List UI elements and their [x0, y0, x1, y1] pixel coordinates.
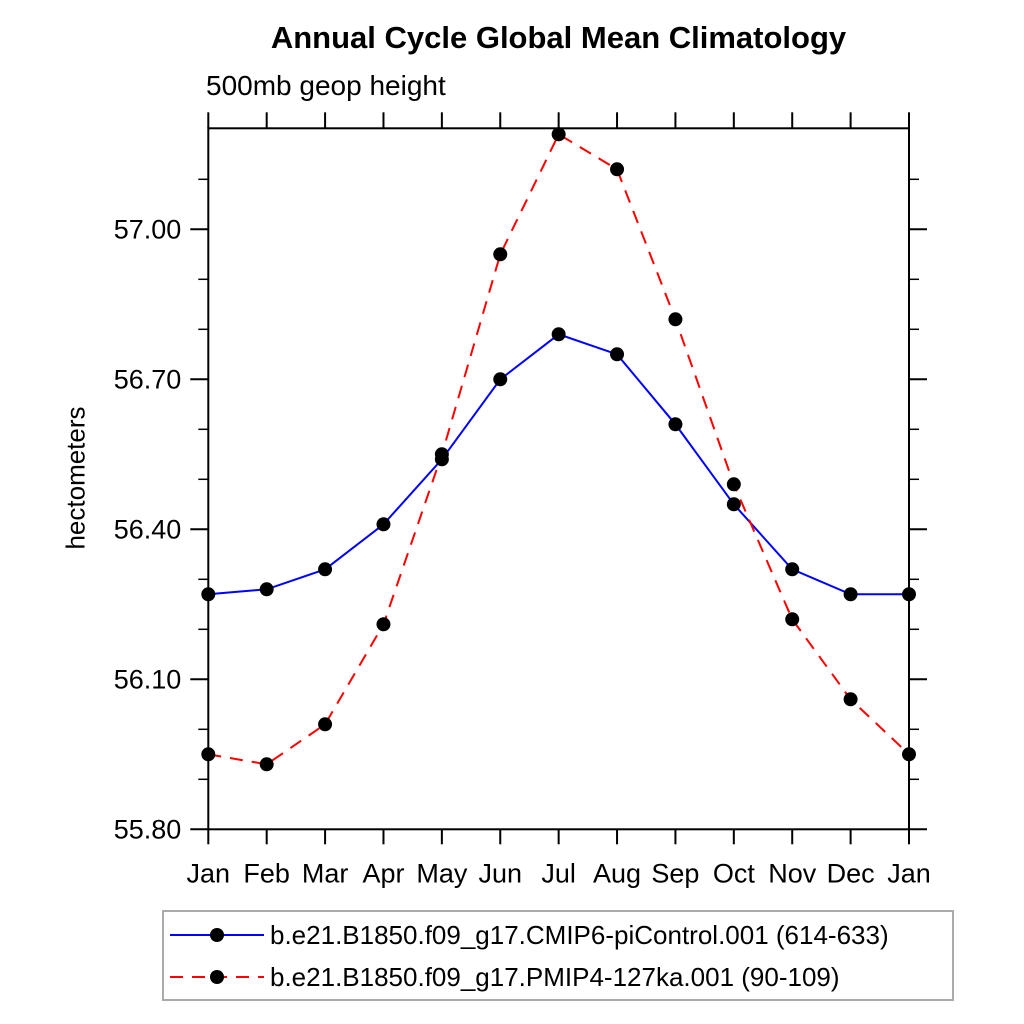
x-tick-label: Jan [187, 858, 231, 888]
legend-label-pmip4: b.e21.B1850.f09_g17.PMIP4-127ka.001 (90-… [270, 961, 840, 992]
y-tick-label: 56.10 [114, 664, 182, 694]
data-marker-s0 [318, 562, 333, 577]
y-tick-label: 57.00 [114, 214, 182, 244]
x-tick-label: Jan [887, 858, 931, 888]
legend-label-picontrol: b.e21.B1850.f09_g17.CMIP6-piControl.001 … [270, 919, 889, 950]
data-marker-s1 [259, 757, 274, 772]
data-marker-s0 [259, 582, 274, 597]
data-marker-s0 [843, 587, 858, 602]
data-marker-s0 [785, 562, 800, 577]
y-tick-label: 56.40 [114, 514, 182, 544]
data-marker-s1 [610, 162, 625, 177]
legend-marker-dot [210, 928, 224, 942]
y-tick-label: 56.70 [114, 364, 182, 394]
x-tick-label: Oct [713, 858, 756, 888]
data-marker-s0 [902, 587, 916, 602]
x-tick-label: Sep [651, 858, 699, 888]
x-tick-label: May [416, 858, 468, 888]
legend-marker-dot [210, 970, 224, 984]
data-marker-s0 [201, 587, 216, 602]
y-tick-label: 55.80 [114, 814, 182, 844]
data-marker-s0 [376, 517, 391, 532]
data-marker-s1 [902, 747, 916, 762]
x-tick-label: Feb [243, 858, 290, 888]
plot-frame [207, 127, 911, 831]
x-tick-label: Aug [593, 858, 641, 888]
data-marker-s0 [668, 417, 683, 432]
legend-sample-pmip4 [170, 970, 264, 984]
data-marker-s1 [318, 717, 333, 732]
x-tick-label: Jun [478, 858, 522, 888]
data-marker-s1 [843, 692, 858, 707]
data-marker-s1 [668, 312, 683, 327]
series-line-0 [208, 333, 909, 596]
x-tick-label: Jul [541, 858, 576, 888]
data-marker-s1 [493, 247, 508, 262]
series-line-1 [208, 132, 910, 766]
data-marker-s0 [493, 372, 508, 387]
x-tick-label: Dec [827, 858, 875, 888]
x-tick-label: Mar [302, 858, 349, 888]
chart-title: Annual Cycle Global Mean Climatology [270, 20, 847, 55]
data-marker-s1 [551, 127, 566, 142]
data-marker-s0 [551, 327, 566, 342]
chart-legend: b.e21.B1850.f09_g17.CMIP6-piControl.001 … [162, 910, 954, 1001]
x-tick-label: Apr [362, 858, 404, 888]
legend-sample-picontrol [170, 928, 264, 942]
legend-item-pmip4: b.e21.B1850.f09_g17.PMIP4-127ka.001 (90-… [166, 956, 840, 998]
data-marker-s1 [376, 617, 391, 632]
legend-item-picontrol: b.e21.B1850.f09_g17.CMIP6-piControl.001 … [166, 914, 889, 956]
x-tick-label: Nov [768, 858, 817, 888]
data-marker-s0 [726, 497, 741, 512]
data-marker-s1 [785, 612, 800, 627]
data-marker-s0 [610, 347, 625, 362]
data-marker-s1 [434, 447, 449, 462]
data-marker-s1 [201, 747, 216, 762]
data-marker-s1 [726, 477, 741, 492]
chart-subtitle: 500mb geop height [206, 70, 446, 101]
